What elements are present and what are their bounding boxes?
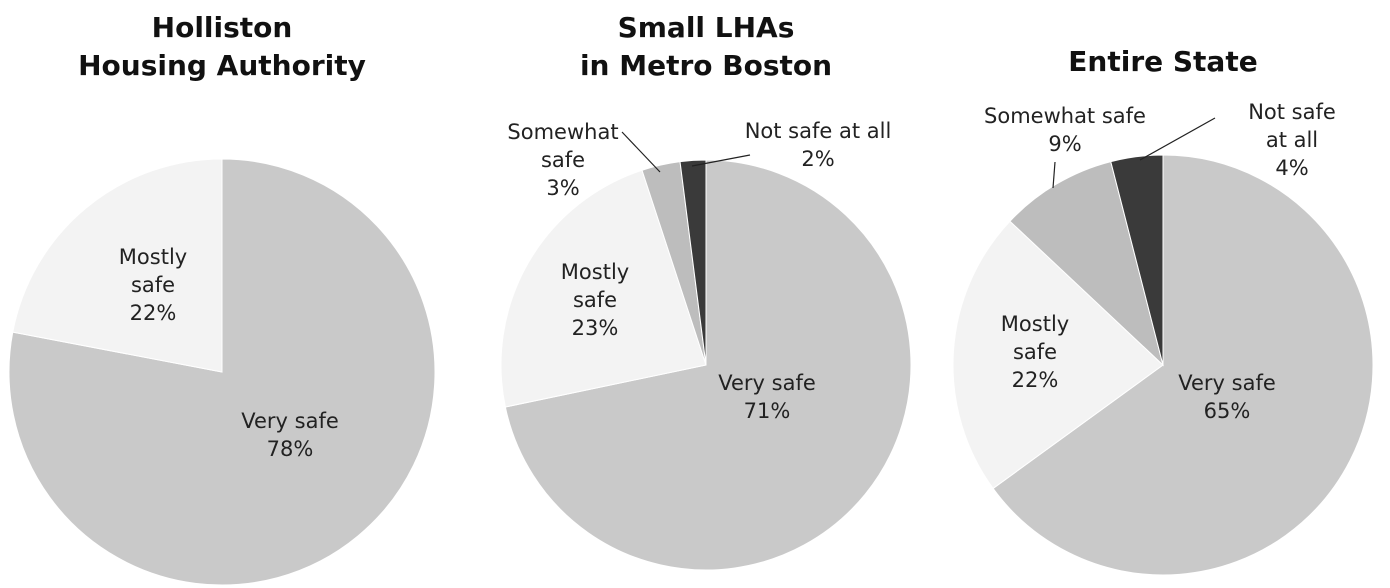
value-label: 23% [571, 316, 619, 340]
slice-label: Mostly safe 22% [1001, 310, 1069, 394]
pie-slice [952, 220, 1164, 490]
pie-slice [504, 159, 912, 571]
category-label: Very safe [1178, 371, 1276, 395]
slice-label: Somewhat safe 3% [507, 118, 618, 202]
category-label: Mostly safe [118, 245, 188, 297]
pie-slice [679, 159, 707, 366]
slice-label: Somewhat safe 9% [984, 102, 1146, 158]
pie-slice [1009, 160, 1164, 367]
category-label: Somewhat safe [507, 120, 619, 172]
category-label: Mostly safe [1000, 312, 1070, 364]
slice-label: Not safe at all 4% [1243, 98, 1341, 182]
pie-slice [500, 169, 707, 408]
category-label: Somewhat safe [984, 104, 1146, 128]
value-label: 9% [1048, 132, 1082, 156]
slice-label: Mostly safe 22% [119, 243, 187, 327]
value-label: 4% [1275, 156, 1309, 180]
category-label: Not safe at all [1248, 100, 1336, 152]
category-label: Mostly safe [560, 260, 630, 312]
leader-line [1139, 117, 1216, 161]
pie-slice [12, 158, 223, 373]
value-label: 2% [801, 147, 835, 171]
slice-label: Very safe 65% [1178, 369, 1276, 425]
category-label: Very safe [718, 371, 816, 395]
pie-slice [1110, 154, 1164, 366]
value-label: 78% [266, 437, 314, 461]
chart-title: Holliston Housing Authority [78, 11, 366, 82]
category-label: Not safe at all [744, 119, 892, 143]
value-label: 65% [1203, 399, 1251, 423]
category-label: Very safe [241, 409, 339, 433]
value-label: 3% [546, 176, 580, 200]
value-label: 71% [743, 399, 791, 423]
pie-slice [992, 154, 1374, 576]
leader-line [691, 154, 751, 167]
leader-line [1052, 161, 1056, 189]
chart-title: Entire State [1068, 45, 1258, 78]
slice-label: Mostly safe 23% [561, 258, 629, 342]
chart-title: Small LHAs in Metro Boston [579, 11, 833, 82]
leader-line [621, 131, 661, 173]
value-label: 22% [129, 301, 177, 325]
slice-label: Very safe 71% [718, 369, 816, 425]
value-label: 22% [1011, 368, 1059, 392]
slice-label: Very safe 78% [241, 407, 339, 463]
slice-label: Not safe at all 2% [745, 117, 892, 173]
